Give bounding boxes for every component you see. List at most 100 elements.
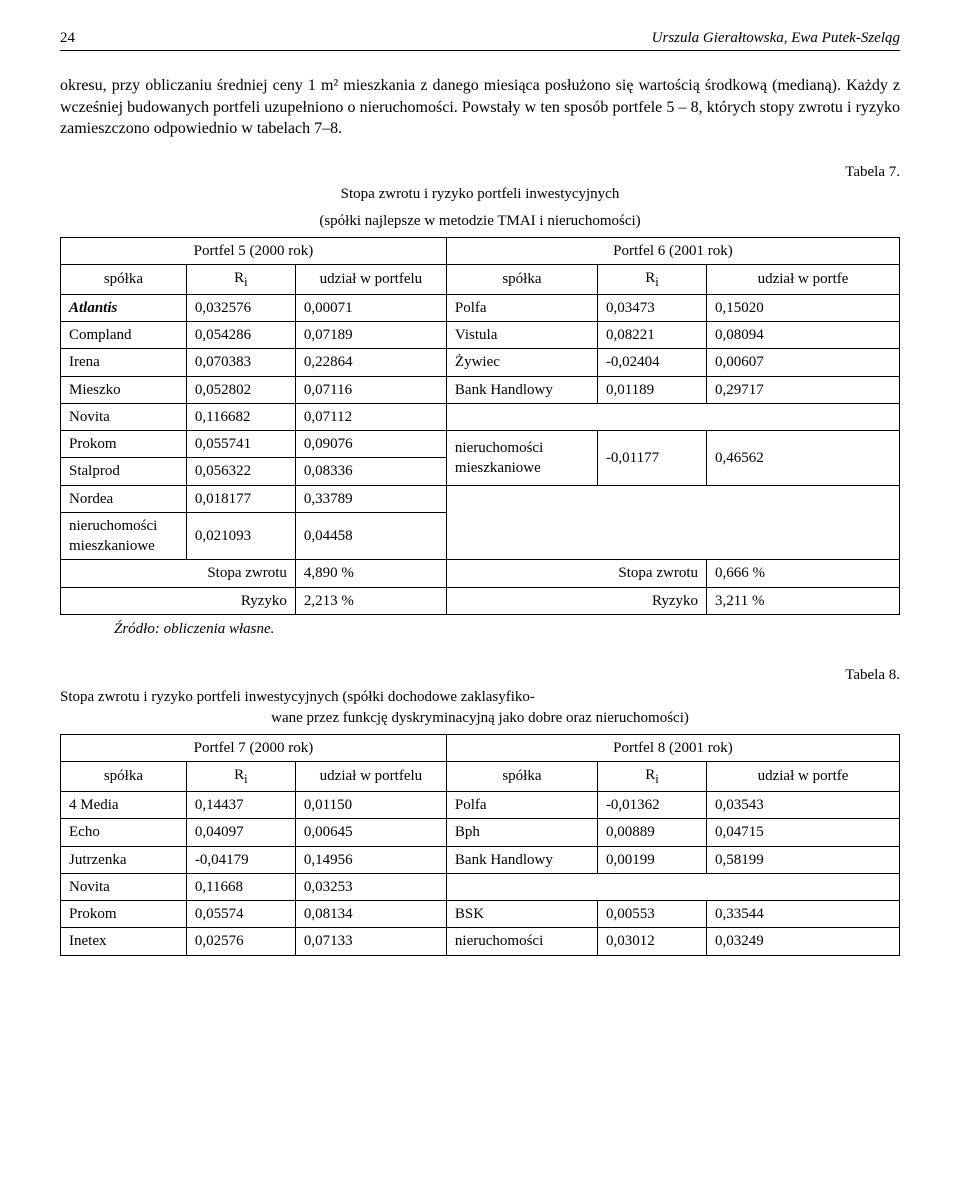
table7-title1: Stopa zwrotu i ryzyko portfeli inwestycy… [60, 184, 900, 204]
table-row: Compland 0,054286 0,07189 Vistula 0,0822… [61, 322, 900, 349]
cell: 0,00889 [597, 819, 706, 846]
table-row: Novita 0,11668 0,03253 [61, 873, 900, 900]
cell: 0,01189 [597, 376, 706, 403]
page-header: 24 Urszula Gierałtowska, Ewa Putek-Szelą… [60, 28, 900, 51]
col-udzial-r: udział w portfe [707, 265, 900, 295]
cell: 0,070383 [186, 349, 295, 376]
cell: 0,03543 [707, 792, 900, 819]
col-spolka-r: spółka [446, 265, 597, 295]
table7-subheader-row: spółka Ri udział w portfelu spółka Ri ud… [61, 265, 900, 295]
cell: Irena [61, 349, 187, 376]
table-row-ryzyko: Ryzyko 2,213 % Ryzyko 3,211 % [61, 587, 900, 614]
table-row-stopa: Stopa zwrotu 4,890 % Stopa zwrotu 0,666 … [61, 560, 900, 587]
cell: Jutrzenka [61, 846, 187, 873]
cell: Ryzyko [61, 587, 296, 614]
cell: 0,08221 [597, 322, 706, 349]
table-row: Prokom 0,055741 0,09076 nieruchomościmie… [61, 431, 900, 458]
cell: Stopa zwrotu [61, 560, 296, 587]
cell: nieruchomości [446, 928, 597, 955]
table8-label: Tabela 8. [60, 665, 900, 685]
cell: 0,054286 [186, 322, 295, 349]
cell: -0,01362 [597, 792, 706, 819]
cell: Novita [61, 403, 187, 430]
cell: 0,00199 [597, 846, 706, 873]
cell: Compland [61, 322, 187, 349]
cell: 0,07133 [295, 928, 446, 955]
cell: 0,58199 [707, 846, 900, 873]
table8: Portfel 7 (2000 rok) Portfel 8 (2001 rok… [60, 734, 900, 956]
cell: -0,01177 [597, 431, 706, 486]
cell: 0,33544 [707, 901, 900, 928]
table7: Portfel 5 (2000 rok) Portfel 6 (2001 rok… [60, 237, 900, 615]
cell: Stopa zwrotu [446, 560, 706, 587]
col-ri-l: Ri [186, 762, 295, 792]
cell: nieruchomościmieszkaniowe [446, 431, 597, 486]
cell: 0,14956 [295, 846, 446, 873]
col-ri-r: Ri [597, 762, 706, 792]
cell: 0,021093 [186, 512, 295, 560]
cell: 0,07189 [295, 322, 446, 349]
table8-hdr-right: Portfel 8 (2001 rok) [446, 734, 899, 761]
cell: 0,00607 [707, 349, 900, 376]
cell: 0,09076 [295, 431, 446, 458]
table8-subheader-row: spółka Ri udział w portfelu spółka Ri ud… [61, 762, 900, 792]
table-row: Novita 0,116682 0,07112 [61, 403, 900, 430]
table-row: 4 Media 0,14437 0,01150 Polfa -0,01362 0… [61, 792, 900, 819]
cell: Ryzyko [446, 587, 706, 614]
cell: 0,05574 [186, 901, 295, 928]
cell: Novita [61, 873, 187, 900]
cell: -0,04179 [186, 846, 295, 873]
table8-title2: wane przez funkcję dyskryminacyjną jako … [60, 708, 900, 728]
cell: 0,07116 [295, 376, 446, 403]
cell: 0,33789 [295, 485, 446, 512]
table7-hdr-right: Portfel 6 (2001 rok) [446, 237, 899, 264]
cell: Bank Handlowy [446, 846, 597, 873]
cell: Polfa [446, 294, 597, 321]
cell: 0,00071 [295, 294, 446, 321]
cell: 0,22864 [295, 349, 446, 376]
col-udzial-r: udział w portfe [707, 762, 900, 792]
table-row: Echo 0,04097 0,00645 Bph 0,00889 0,04715 [61, 819, 900, 846]
cell: 0,03473 [597, 294, 706, 321]
table7-hdr-left: Portfel 5 (2000 rok) [61, 237, 447, 264]
header-authors: Urszula Gierałtowska, Ewa Putek-Szeląg [652, 28, 900, 48]
page-number: 24 [60, 28, 75, 48]
cell: nieruchomościmieszkaniowe [61, 512, 187, 560]
cell: 0,14437 [186, 792, 295, 819]
cell: -0,02404 [597, 349, 706, 376]
cell: 0,666 % [707, 560, 900, 587]
cell: 0,02576 [186, 928, 295, 955]
table8-hdr-left: Portfel 7 (2000 rok) [61, 734, 447, 761]
table7-title2: (spółki najlepsze w metodzie TMAI i nier… [60, 211, 900, 231]
cell: 0,08336 [295, 458, 446, 485]
cell: Bph [446, 819, 597, 846]
cell: 0,08094 [707, 322, 900, 349]
table7-header-row: Portfel 5 (2000 rok) Portfel 6 (2001 rok… [61, 237, 900, 264]
col-ri-r: Ri [597, 265, 706, 295]
cell: 2,213 % [295, 587, 446, 614]
cell: 0,00645 [295, 819, 446, 846]
cell: Inetex [61, 928, 187, 955]
cell: Atlantis [61, 294, 187, 321]
table8-title1: Stopa zwrotu i ryzyko portfeli inwestycy… [60, 687, 900, 707]
col-spolka-l: spółka [61, 762, 187, 792]
cell: Echo [61, 819, 187, 846]
cell: Polfa [446, 792, 597, 819]
cell: Vistula [446, 322, 597, 349]
cell: 0,032576 [186, 294, 295, 321]
cell-empty [446, 485, 899, 560]
table-row: Inetex 0,02576 0,07133 nieruchomości 0,0… [61, 928, 900, 955]
body-paragraph: okresu, przy obliczaniu średniej ceny 1 … [60, 75, 900, 140]
table-row: Prokom 0,05574 0,08134 BSK 0,00553 0,335… [61, 901, 900, 928]
cell: 4 Media [61, 792, 187, 819]
cell: BSK [446, 901, 597, 928]
cell: Żywiec [446, 349, 597, 376]
cell: 0,03249 [707, 928, 900, 955]
col-spolka-l: spółka [61, 265, 187, 295]
cell: 0,03012 [597, 928, 706, 955]
table-row: Jutrzenka -0,04179 0,14956 Bank Handlowy… [61, 846, 900, 873]
cell: 0,15020 [707, 294, 900, 321]
cell: 0,00553 [597, 901, 706, 928]
cell: 0,46562 [707, 431, 900, 486]
cell: 0,04715 [707, 819, 900, 846]
